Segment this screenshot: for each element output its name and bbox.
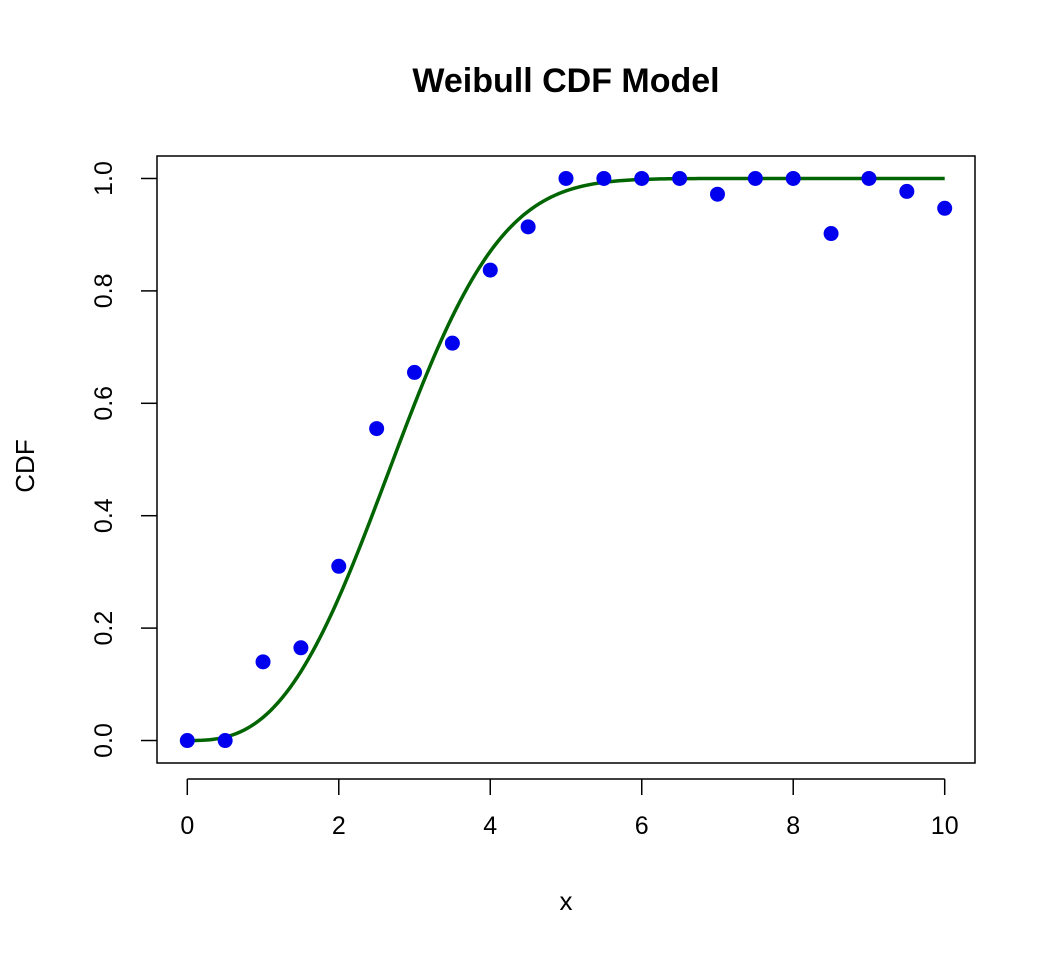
data-point: [444, 335, 460, 351]
data-point: [331, 558, 347, 574]
curve-layer: [187, 176, 945, 743]
y-tick-label: 1.0: [90, 161, 118, 196]
y-tick-label: 0.4: [90, 498, 118, 533]
weibull-cdf-curve: [187, 176, 945, 743]
y-tick-label: 0.0: [90, 723, 118, 758]
data-point: [937, 200, 953, 216]
data-point: [482, 262, 498, 278]
data-point: [672, 170, 688, 186]
data-point: [596, 170, 612, 186]
points-layer: [179, 170, 953, 749]
chart-title: Weibull CDF Model: [412, 62, 719, 100]
data-point: [823, 226, 839, 242]
data-point: [747, 170, 763, 186]
x-tick-label: 0: [180, 812, 194, 840]
data-point: [558, 170, 574, 186]
data-point: [293, 640, 309, 656]
data-point: [369, 421, 385, 437]
plot-frame: [156, 155, 976, 764]
y-tick-label: 0.6: [90, 386, 118, 421]
data-point: [861, 170, 877, 186]
data-point: [217, 733, 233, 749]
data-point: [634, 170, 650, 186]
y-tick-label: 0.8: [90, 274, 118, 309]
x-tick-label: 6: [635, 812, 649, 840]
data-point: [520, 219, 536, 235]
data-point: [179, 733, 195, 749]
x-tick-label: 2: [332, 812, 346, 840]
data-point: [899, 183, 915, 199]
data-point: [407, 364, 423, 380]
data-point: [255, 654, 271, 670]
x-tick-label: 10: [931, 812, 959, 840]
y-axis-label: CDF: [10, 439, 40, 492]
data-point: [709, 186, 725, 202]
axes: 0 2 4 6 8 10 0.0 0.2 0.4 0.6 0.8 1.0: [90, 161, 959, 840]
x-tick-label: 8: [786, 812, 800, 840]
x-tick-label: 4: [483, 812, 497, 840]
data-point: [785, 170, 801, 186]
x-axis-label: x: [560, 886, 573, 916]
y-tick-label: 0.2: [90, 611, 118, 646]
